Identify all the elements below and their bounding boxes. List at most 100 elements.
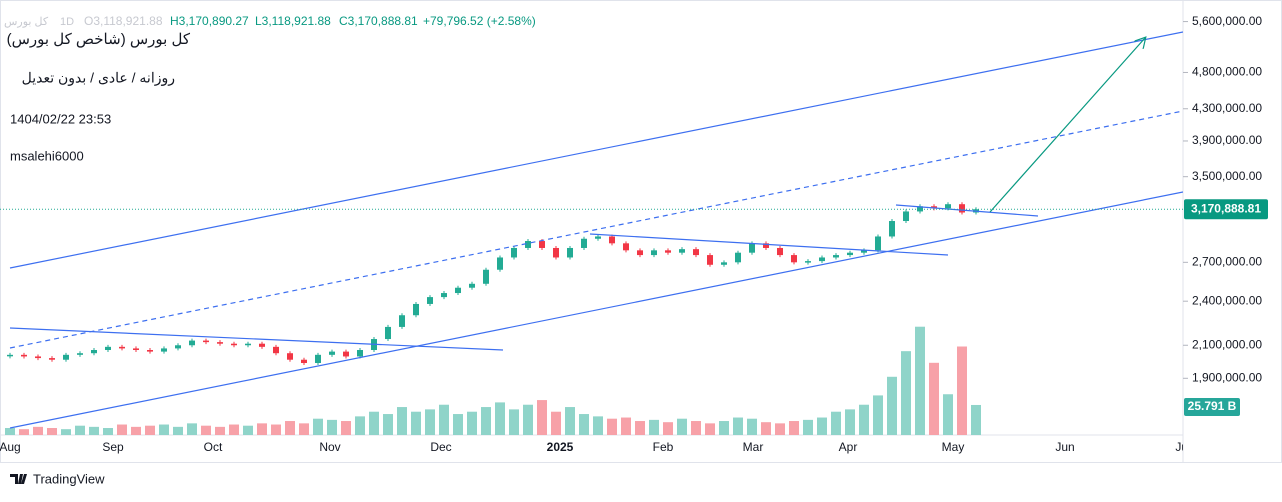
candle	[917, 206, 923, 212]
interval: 1D	[60, 16, 74, 28]
volume-bar	[621, 417, 631, 435]
volume-bar	[817, 417, 827, 435]
volume-bar	[341, 421, 351, 435]
volume-bar	[439, 404, 449, 435]
volume-bar	[845, 409, 855, 435]
candle	[161, 348, 167, 352]
candle	[553, 247, 559, 258]
volume-bar	[663, 422, 673, 435]
candle	[903, 211, 909, 222]
volume-bar	[173, 426, 183, 435]
volume-bar	[649, 419, 659, 435]
volume-bar	[243, 425, 253, 435]
volume-bar	[929, 362, 939, 435]
volume-bar	[901, 351, 911, 435]
candle	[329, 351, 335, 355]
candle	[539, 241, 545, 248]
volume-bar	[103, 428, 113, 435]
volume-bar	[5, 428, 15, 435]
volume-bar	[971, 404, 981, 435]
y-tick-label: 4,800,000.00	[1192, 65, 1262, 79]
candle	[679, 249, 685, 253]
x-tick-label: Jun	[1055, 440, 1074, 454]
volume-bar	[117, 424, 127, 435]
candle	[399, 315, 405, 327]
candle	[357, 350, 363, 357]
candle	[581, 238, 587, 248]
candle	[819, 257, 825, 262]
settings: روزانه / عادی / بدون تعدیل	[22, 70, 175, 87]
candle	[777, 247, 783, 256]
channel-mid	[9, 110, 1183, 349]
author: msalehi6000	[10, 148, 84, 163]
candle	[217, 342, 223, 344]
candle	[413, 303, 419, 316]
header: کل بورس 1D O3,118,921.88 H3,170,890.27 L…	[4, 14, 536, 163]
price-label: 3,170,888.81	[1191, 201, 1261, 215]
volume-bar	[453, 414, 463, 435]
open: O3,118,921.88	[84, 14, 163, 28]
candle	[525, 241, 531, 248]
candle	[63, 354, 69, 360]
volume-bar	[313, 418, 323, 435]
candle	[91, 350, 97, 354]
footer: TradingView	[10, 471, 105, 486]
candle	[665, 250, 671, 253]
candle	[119, 346, 125, 349]
x-tick-label: Sep	[102, 440, 124, 454]
x-tick-label: 2025	[547, 440, 574, 454]
plot-area: Aug Sep Oct Nov Dec 2025 Feb Mar Apr May Jun Jul	[0, 202, 1183, 454]
candle	[105, 346, 111, 351]
candle	[805, 261, 811, 263]
y-tick-label: 3,900,000.00	[1192, 133, 1262, 147]
candle	[35, 356, 41, 359]
volume-bar	[327, 419, 337, 435]
volume-bar	[523, 404, 533, 435]
candle	[273, 346, 279, 354]
volume-bar	[411, 411, 421, 435]
timestamp: 1404/02/22 23:53	[10, 111, 111, 126]
candle	[749, 243, 755, 253]
volume-bar	[915, 326, 925, 435]
volume-bar	[733, 417, 743, 435]
volume-bar	[565, 407, 575, 435]
volume-bar	[537, 400, 547, 435]
trend-line	[895, 204, 1039, 217]
candle	[469, 283, 475, 288]
x-tick-label: May	[942, 440, 965, 454]
price-label-box	[1184, 199, 1268, 220]
volume-bar	[89, 426, 99, 435]
candle	[455, 287, 461, 294]
volume-bar	[579, 414, 589, 435]
volume-bar	[131, 426, 141, 435]
candle	[791, 255, 797, 263]
volume-bar	[19, 429, 29, 435]
volume-bar	[481, 407, 491, 435]
volume-label-box	[1184, 397, 1240, 416]
candle	[567, 247, 573, 258]
volume-bar	[677, 418, 687, 435]
candle	[385, 326, 391, 340]
channel-lower	[9, 191, 1183, 429]
candle	[259, 343, 265, 347]
candle	[21, 354, 27, 357]
candle	[889, 221, 895, 237]
volume-bar	[201, 425, 211, 435]
volume-bar	[145, 425, 155, 435]
logo	[10, 474, 27, 484]
candle	[693, 249, 699, 256]
volume-bar	[761, 422, 771, 435]
volume-bar	[467, 411, 477, 435]
low: L3,118,921.88	[255, 14, 331, 28]
volume-bar	[271, 424, 281, 435]
candle	[175, 345, 181, 349]
volume-bar	[943, 394, 953, 435]
candle	[49, 358, 55, 360]
volume-bar	[509, 409, 519, 435]
brand: TradingView	[33, 471, 105, 486]
candle	[595, 236, 601, 239]
trend-line	[589, 233, 949, 256]
x-tick-label: Dec	[430, 440, 451, 454]
y-tick-label: 2,100,000.00	[1192, 337, 1262, 351]
